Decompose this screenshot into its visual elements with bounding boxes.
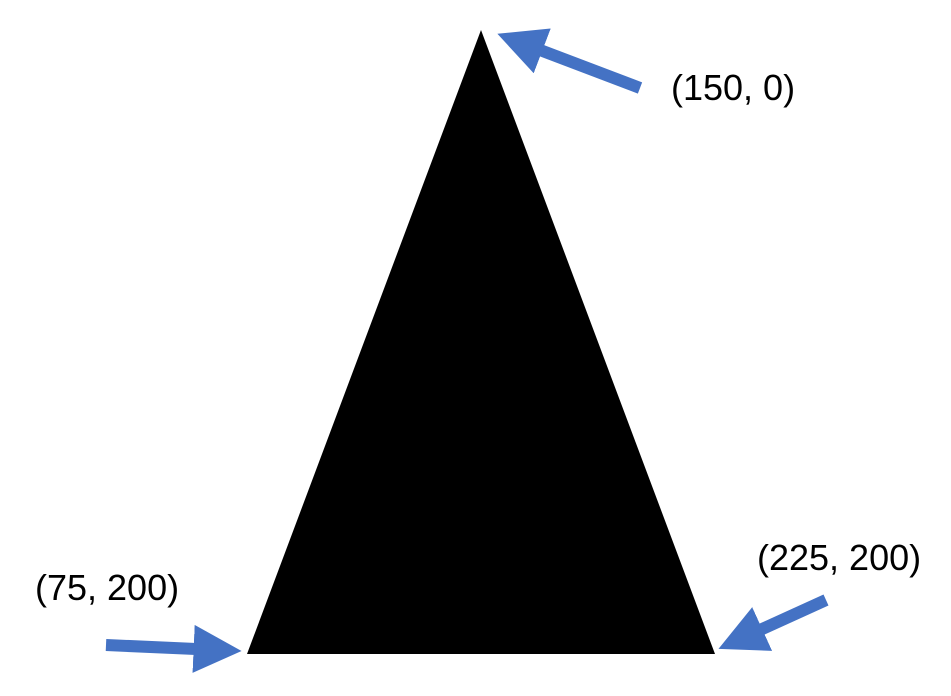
arrow-to-bottom-left-vertex (105, 624, 242, 673)
top-vertex-label: (150, 0) (671, 67, 795, 108)
triangle-shape (247, 30, 715, 654)
arrow-to-bottom-right-vertex (718, 594, 829, 651)
bottom-left-vertex-label: (75, 200) (35, 567, 179, 608)
bottom-right-vertex-label: (225, 200) (757, 537, 921, 578)
arrow-to-top-vertex (497, 28, 643, 94)
